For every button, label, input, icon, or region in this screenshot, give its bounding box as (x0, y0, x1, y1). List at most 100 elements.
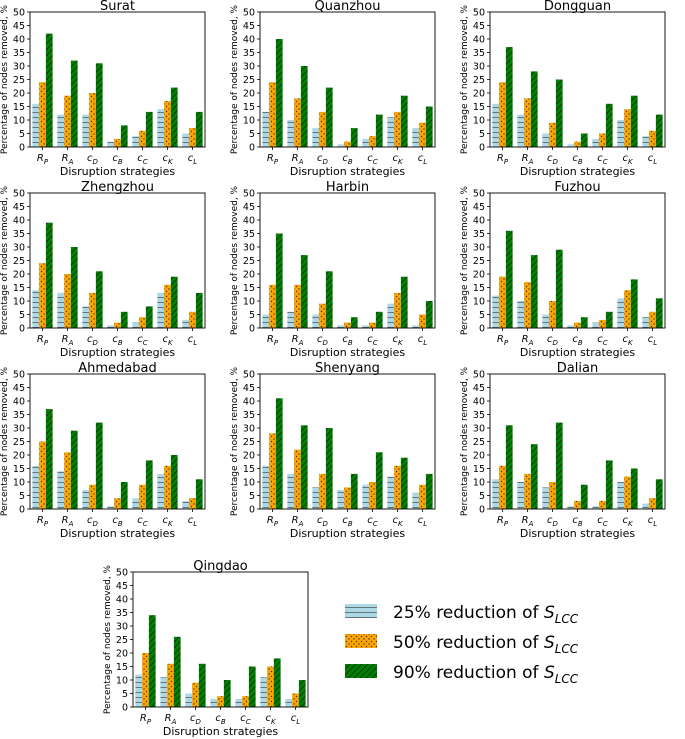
bar (32, 290, 40, 328)
x-axis-label: Disruption strategies (520, 527, 635, 540)
x-tick-label: cB (215, 713, 226, 726)
y-tick-label: 35 (13, 48, 25, 59)
x-tick-label: RP (37, 515, 49, 528)
x-tick-label: cK (162, 153, 174, 166)
y-tick-label: 25 (13, 437, 25, 448)
bar (292, 693, 299, 707)
y-tick-label: 10 (13, 478, 25, 489)
bar (617, 482, 625, 509)
bar (337, 325, 345, 328)
bar (182, 319, 190, 328)
bar (649, 498, 656, 509)
bar (499, 82, 506, 147)
bar (394, 111, 401, 147)
bar (287, 120, 295, 147)
bar (605, 311, 613, 328)
bar (325, 271, 333, 328)
legend-swatch (345, 634, 377, 648)
bar (64, 274, 71, 328)
y-tick-label: 5 (19, 491, 25, 502)
bar (275, 398, 283, 509)
y-tick-label: 0 (19, 143, 25, 154)
bar (419, 484, 426, 509)
bar (624, 476, 631, 509)
bar (655, 298, 663, 328)
chart-title: Zhengzhou (81, 180, 154, 195)
bar (499, 276, 506, 328)
y-tick-label: 30 (473, 62, 485, 73)
bar (70, 60, 78, 147)
legend-label: 25% reduction of SLCC (393, 603, 579, 626)
bar (312, 487, 320, 509)
bar (530, 71, 538, 147)
bar (337, 490, 345, 509)
x-tick-label: RP (497, 153, 509, 166)
bar (394, 292, 401, 328)
bar (217, 696, 224, 707)
legend-swatch (345, 664, 377, 678)
chart-title: Dongguan (544, 0, 611, 14)
y-tick-label: 10 (243, 116, 255, 127)
bar (549, 482, 556, 509)
x-tick-label: cK (622, 153, 634, 166)
bar (95, 63, 103, 147)
x-tick-label: RA (522, 153, 534, 166)
bar (524, 473, 531, 509)
bar (182, 500, 190, 509)
bar (517, 482, 525, 509)
x-tick-label: RP (267, 515, 279, 528)
bar (655, 479, 663, 509)
bar (580, 133, 588, 147)
x-tick-label: cC (367, 153, 378, 166)
y-tick-label: 20 (473, 270, 485, 281)
chart-title: Quanzhou (315, 0, 381, 14)
bar (57, 114, 65, 147)
bar (39, 263, 46, 328)
bar (89, 93, 96, 147)
bar (157, 109, 165, 147)
y-axis-label: Percentage of nodes removed, % (230, 366, 240, 516)
x-tick-label: cK (392, 334, 404, 347)
bar (425, 473, 433, 509)
bar (160, 677, 168, 707)
bar (145, 460, 153, 509)
y-tick-label: 45 (116, 581, 128, 592)
x-tick-label: cK (162, 515, 174, 528)
y-tick-label: 50 (13, 370, 25, 381)
y-tick-label: 15 (116, 662, 128, 673)
bar (555, 422, 563, 509)
y-tick-label: 15 (13, 283, 25, 294)
y-tick-label: 20 (473, 89, 485, 100)
x-axis-label: Disruption strategies (60, 527, 175, 540)
y-tick-label: 35 (13, 229, 25, 240)
y-tick-label: 40 (473, 397, 485, 408)
x-tick-label: cK (622, 515, 634, 528)
bar (114, 322, 121, 328)
x-tick-label: cD (87, 334, 99, 347)
y-axis-label: Percentage of nodes removed, % (0, 185, 10, 335)
x-tick-label: cK (162, 334, 174, 347)
y-tick-label: 0 (19, 324, 25, 335)
bar (170, 87, 178, 147)
bar (300, 66, 308, 147)
bar (164, 101, 171, 147)
bar (524, 282, 531, 328)
x-tick-label: cD (190, 713, 202, 726)
bar (285, 698, 293, 707)
bar (164, 284, 171, 328)
bar (164, 465, 171, 509)
y-tick-label: 15 (243, 464, 255, 475)
bar (505, 230, 513, 328)
bar (107, 141, 115, 147)
bar (142, 653, 149, 707)
bar (655, 114, 663, 147)
x-tick-label: cB (342, 334, 353, 347)
y-tick-label: 5 (19, 129, 25, 140)
chart-panel: Ahmedabad 0 5 10 15 20 25 30 35 40 45 50Percentage … (0, 361, 206, 540)
y-tick-label: 40 (243, 35, 255, 46)
y-tick-label: 0 (249, 143, 255, 154)
y-tick-label: 35 (116, 608, 128, 619)
y-tick-label: 0 (249, 505, 255, 516)
y-tick-label: 20 (13, 89, 25, 100)
y-tick-label: 40 (473, 216, 485, 227)
